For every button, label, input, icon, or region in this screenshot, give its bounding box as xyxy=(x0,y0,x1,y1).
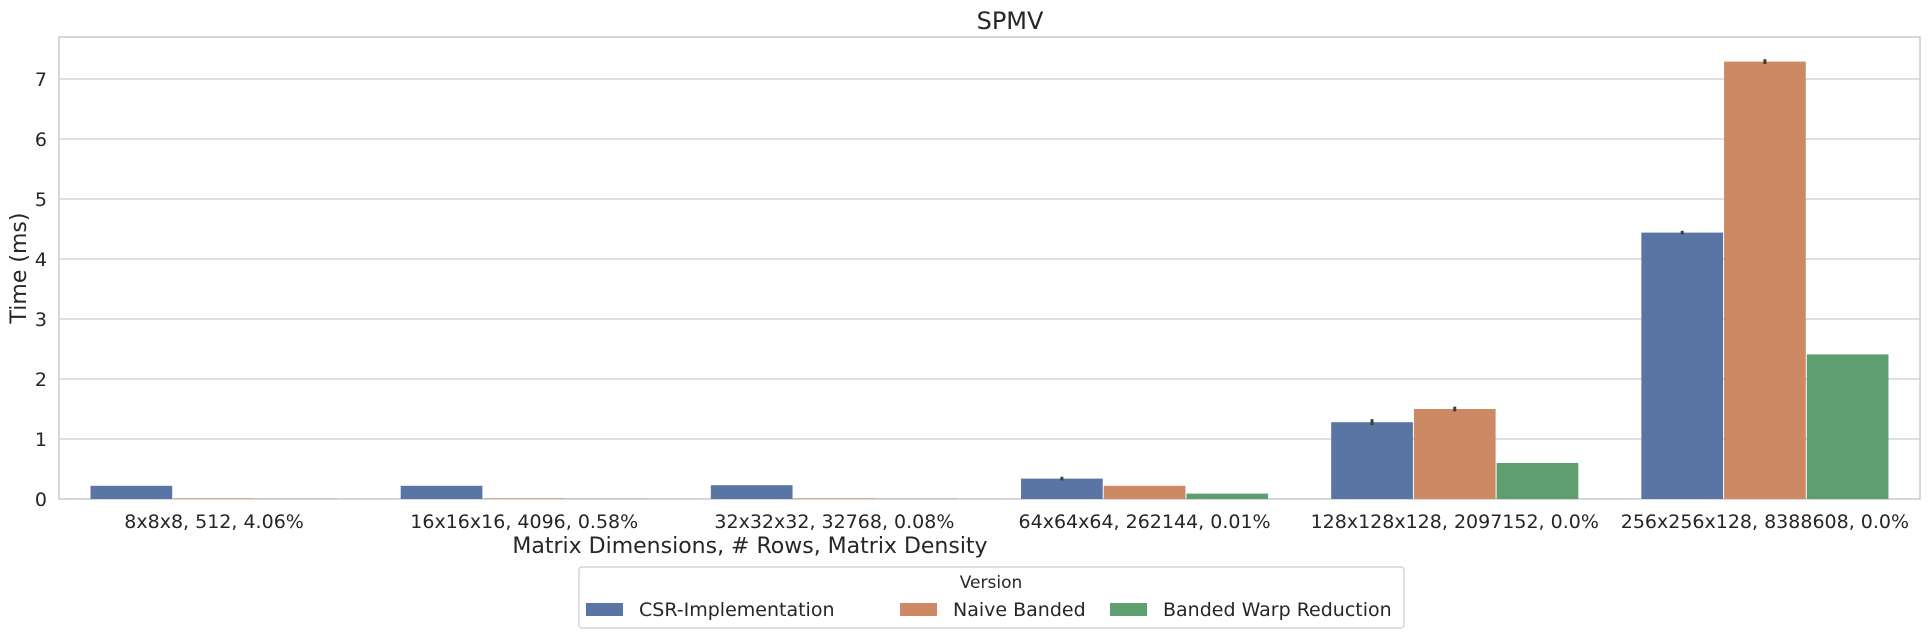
x-axis-title: Matrix Dimensions, # Rows, Matrix Densit… xyxy=(512,534,987,559)
bar xyxy=(483,498,566,499)
x-tick-labels: 8x8x8, 512, 4.06% 16x16x16, 4096, 0.58% 32… xyxy=(124,511,1909,533)
bars xyxy=(90,61,1889,499)
bar xyxy=(1186,493,1269,499)
legend-box xyxy=(578,566,1405,629)
x-tick-label: 64x64x64, 262144, 0.01% xyxy=(1019,511,1271,533)
legend-label: CSR-Implementation xyxy=(639,599,834,621)
bar xyxy=(1413,409,1496,499)
bar xyxy=(1724,61,1806,499)
bar xyxy=(1103,485,1186,499)
y-tick-label: 1 xyxy=(35,429,47,451)
bar xyxy=(1806,354,1889,499)
legend-items: CSR-Implementation Naive Banded Banded War… xyxy=(586,599,1392,621)
legend-swatch xyxy=(1110,603,1147,616)
bar xyxy=(1496,463,1579,499)
legend-swatch xyxy=(586,603,623,616)
bar xyxy=(400,485,483,499)
bar xyxy=(173,498,255,499)
bar xyxy=(710,485,793,499)
y-tick-label: 0 xyxy=(35,489,47,511)
y-tick-label: 3 xyxy=(35,309,47,331)
error-bars xyxy=(1060,59,1767,481)
gridlines xyxy=(59,78,1920,440)
bar xyxy=(1331,422,1413,499)
x-tick-label: 8x8x8, 512, 4.06% xyxy=(124,511,304,533)
chart-title: SPMV xyxy=(977,7,1044,35)
x-tick-label: 256x256x128, 8388608, 0.0% xyxy=(1621,511,1909,533)
plot-area xyxy=(58,36,1921,500)
legend-label: Banded Warp Reduction xyxy=(1163,599,1392,621)
bar xyxy=(793,498,876,499)
x-tick-label: 32x32x32, 32768, 0.08% xyxy=(714,511,954,533)
y-tick-label: 6 xyxy=(35,129,47,151)
y-tick-label: 5 xyxy=(35,189,47,211)
legend-title: Version xyxy=(960,573,1023,593)
x-tick-label: 16x16x16, 4096, 0.58% xyxy=(410,511,638,533)
bar xyxy=(1641,232,1724,499)
bar xyxy=(90,485,173,499)
y-tick-label: 2 xyxy=(35,369,47,391)
x-tick-label: 128x128x128, 2097152, 0.0% xyxy=(1311,511,1599,533)
y-tick-label: 7 xyxy=(35,69,47,91)
y-axis-title: Time (ms) xyxy=(7,213,32,325)
legend-swatch xyxy=(900,603,937,616)
legend-label: Naive Banded xyxy=(953,599,1086,621)
y-tick-labels: 0 1 2 3 4 5 6 7 xyxy=(35,69,47,511)
y-tick-label: 4 xyxy=(35,249,47,271)
legend: Version CSR-Implementation Naive Banded Ba… xyxy=(578,566,1405,629)
bar xyxy=(1021,478,1103,499)
